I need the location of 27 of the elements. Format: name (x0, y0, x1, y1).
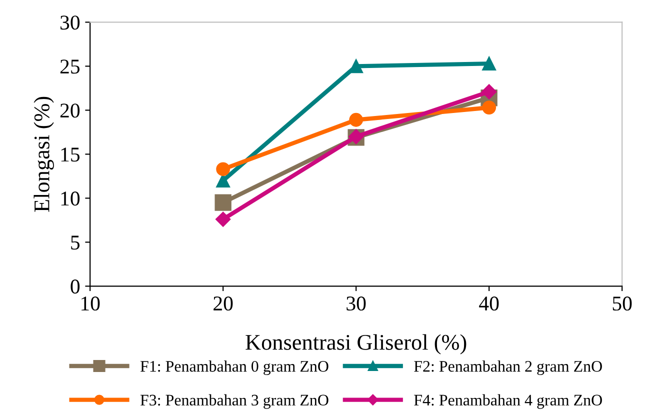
point (349, 112, 364, 127)
point (216, 212, 231, 227)
y-tick-label: 20 (60, 104, 80, 118)
y-tick-label: 15 (61, 148, 80, 162)
y-axis-title: Elongasi (%) (34, 96, 54, 212)
point (216, 174, 230, 188)
x-tick-label: 30 (346, 296, 366, 311)
point (216, 162, 230, 176)
x-tick-label: 20 (214, 296, 233, 311)
point (214, 194, 232, 211)
y-tick-label: 10 (61, 192, 80, 206)
point (482, 100, 496, 114)
y-tick-label: 0 (70, 280, 80, 294)
legend-label: F4: Penambahan 4 gram ZnO (414, 394, 602, 409)
point (482, 84, 497, 100)
legend-label: F2: Penambahan 2 gram ZnO (414, 360, 602, 376)
legend-label: F3: Penambahan 3 gram ZnO (140, 394, 328, 409)
point (349, 59, 364, 74)
legend-label: F1: Penambahan 0 gram ZnO (140, 360, 328, 376)
x-tick-label: 10 (81, 296, 100, 311)
point (482, 56, 496, 71)
y-tick-label: 30 (60, 16, 80, 30)
x-tick-label: 40 (479, 296, 499, 311)
y-tick-label: 25 (60, 60, 80, 74)
y-tick-label: 5 (71, 236, 80, 250)
x-axis-title: Konsentrasi Gliserol (%) (246, 334, 466, 354)
x-tick-label: 50 (612, 296, 632, 311)
